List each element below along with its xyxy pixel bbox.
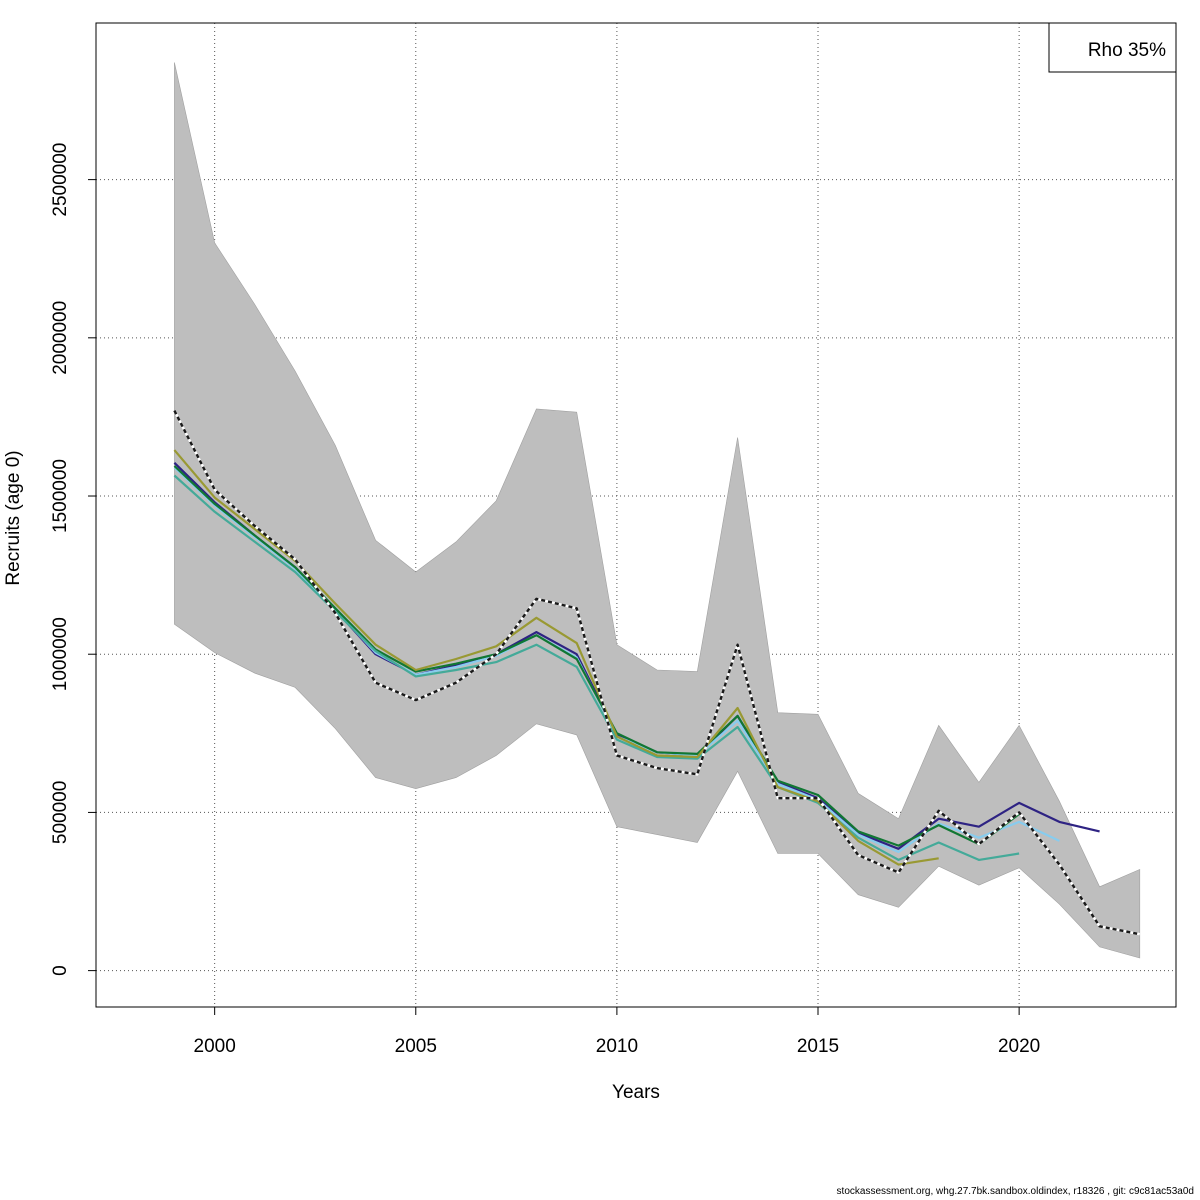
x-tick-label: 2020 [998, 1036, 1040, 1057]
y-axis-title: Recruits (age 0) [3, 450, 24, 585]
y-tick-label: 1500000 [50, 459, 71, 533]
y-tick-label: 1000000 [50, 617, 71, 691]
x-tick-label: 2010 [596, 1036, 638, 1057]
legend-box [1048, 22, 1177, 73]
x-axis: 2000 2005 2010 2015 2020 [194, 1006, 1040, 1057]
series-line-base [173, 410, 1141, 936]
x-axis-title: Years [612, 1082, 660, 1103]
footer-credit: stockassessment.org, whg.27.7bk.sandbox.… [836, 1186, 1194, 1197]
y-axis: 0 500000 1000000 1500000 2000000 2500000 [50, 143, 97, 976]
x-tick-label: 2015 [797, 1036, 839, 1057]
confidence-band [174, 62, 1141, 959]
grid-lines [96, 23, 1176, 1007]
legend-label: Rho 35% [1088, 40, 1166, 61]
y-tick-label: 500000 [50, 781, 71, 844]
x-tick-label: 2000 [194, 1036, 236, 1057]
series-lines-group [173, 410, 1141, 936]
legend: Rho 35% [1048, 22, 1177, 73]
x-tick-label: 2005 [395, 1036, 437, 1057]
series-line-peel-4 [173, 474, 1020, 862]
confidence-band-group [174, 62, 1141, 959]
y-tick-label: 2500000 [50, 143, 71, 217]
y-tick-label: 0 [50, 965, 71, 976]
y-tick-label: 2000000 [50, 301, 71, 375]
